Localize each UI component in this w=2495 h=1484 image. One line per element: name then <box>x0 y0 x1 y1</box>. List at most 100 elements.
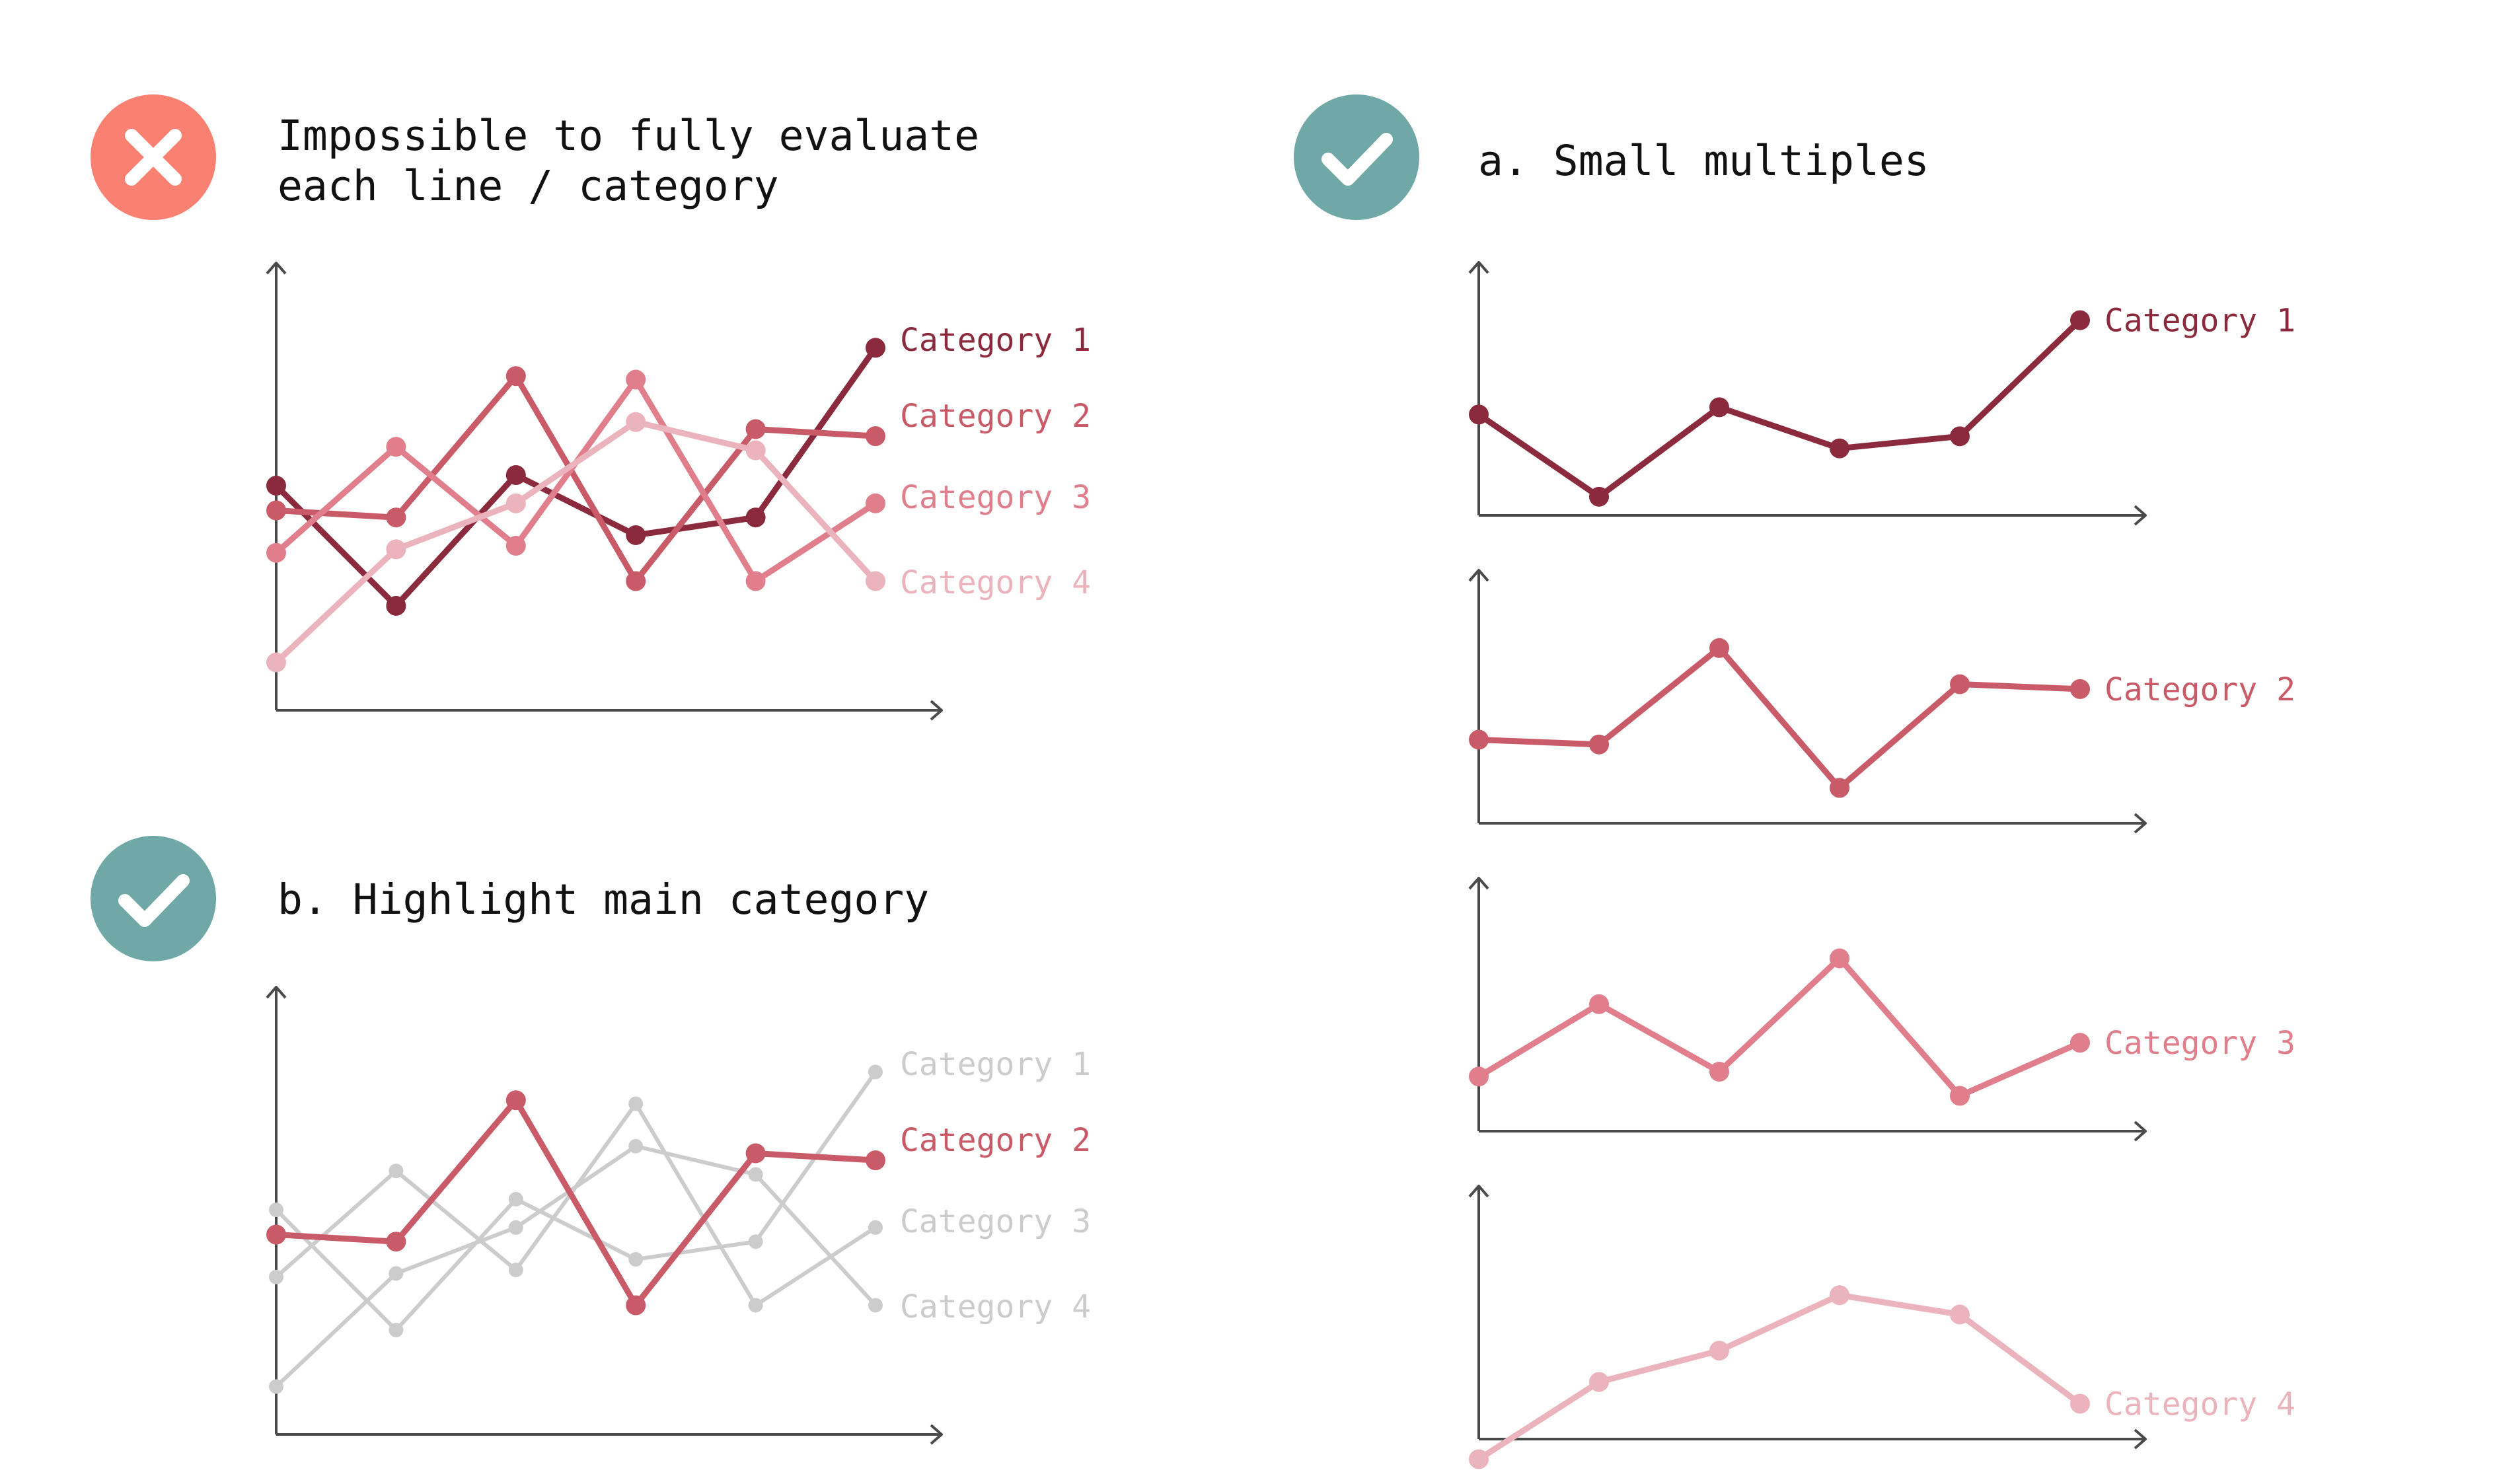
data-point <box>266 476 286 496</box>
data-point <box>389 1322 404 1337</box>
y-axis-arrow <box>1468 261 1489 274</box>
series-label: Category 3 <box>900 479 1091 516</box>
series-line <box>1475 955 2083 1099</box>
checkmark-icon <box>1294 94 1419 220</box>
series-category-4: Category 4 <box>266 412 1091 673</box>
data-point <box>1709 638 1729 658</box>
series-line <box>274 1144 877 1389</box>
cross-icon <box>91 94 216 220</box>
data-point <box>628 1138 644 1154</box>
y-axis-arrow <box>1468 1185 1489 1198</box>
series-label: Category 3 <box>900 1203 1091 1240</box>
data-point <box>1950 674 1970 694</box>
data-point <box>2070 1393 2090 1414</box>
data-point <box>1589 1372 1609 1392</box>
highlight-title: b. Highlight main category <box>278 875 930 924</box>
data-point <box>266 542 286 563</box>
series-category-3: Category 3 <box>269 1096 1091 1313</box>
series-category-1: Category 1 <box>266 322 1091 616</box>
data-point <box>866 338 885 358</box>
chart-4: Category 2 <box>1468 569 2295 834</box>
y-axis-arrow <box>266 262 287 275</box>
data-point <box>389 1164 404 1179</box>
series-category-2: Category 2 <box>1469 638 2295 798</box>
data-point <box>1709 397 1729 418</box>
series-category-4: Category 4 <box>269 1138 1091 1394</box>
data-point <box>2070 310 2090 330</box>
series-line <box>1475 1292 2083 1462</box>
chart-1: Category 1 Category 2 Category 3 Category 4 <box>266 262 1091 721</box>
data-point <box>505 536 526 556</box>
data-point <box>266 500 286 521</box>
data-point <box>505 1090 526 1111</box>
data-point <box>1830 778 1849 798</box>
data-point <box>628 1096 644 1111</box>
data-point <box>1950 426 1970 447</box>
series-category-2: Category 2 <box>266 366 1091 591</box>
series-label: Category 2 <box>2104 671 2295 708</box>
data-point <box>748 1167 763 1182</box>
data-point <box>508 1263 523 1277</box>
data-point <box>266 1224 286 1245</box>
data-point <box>745 419 766 439</box>
series-line <box>1475 645 2083 791</box>
data-point <box>628 1251 644 1267</box>
series-category-1: Category 1 <box>269 1046 1091 1337</box>
data-point <box>866 493 885 513</box>
data-point <box>1589 486 1609 507</box>
series-line <box>273 419 879 666</box>
series-label: Category 4 <box>900 564 1091 601</box>
series-label: Category 2 <box>900 398 1091 435</box>
data-point <box>1469 404 1489 425</box>
y-axis-arrow <box>1468 569 1489 582</box>
data-point <box>626 1295 646 1316</box>
x-axis-arrow <box>2134 1428 2147 1450</box>
data-point <box>745 440 766 461</box>
data-point <box>1589 994 1609 1014</box>
data-point <box>505 465 526 485</box>
data-point <box>508 1220 523 1235</box>
data-point <box>1830 948 1849 969</box>
data-point <box>626 525 646 545</box>
data-point <box>745 1143 766 1164</box>
data-point <box>1830 438 1849 459</box>
data-point <box>269 1203 283 1218</box>
checkmark-icon <box>91 836 216 961</box>
data-point <box>1950 1086 1970 1106</box>
series-category-3: Category 3 <box>1469 948 2295 1106</box>
data-point <box>866 426 885 447</box>
data-point <box>389 1266 404 1281</box>
series-line <box>273 1097 879 1308</box>
data-point <box>868 1298 883 1313</box>
data-point <box>386 1232 406 1252</box>
data-point <box>745 507 766 528</box>
x-axis-arrow <box>2134 505 2147 526</box>
data-point <box>386 539 406 560</box>
series-label: Category 3 <box>2104 1025 2295 1062</box>
data-point <box>626 369 646 390</box>
data-point <box>266 652 286 673</box>
data-point <box>866 1150 885 1171</box>
x-axis-arrow <box>2134 813 2147 834</box>
series-category-1: Category 1 <box>1469 303 2295 507</box>
series-line <box>273 344 879 609</box>
series-category-4: Category 4 <box>1469 1285 2295 1469</box>
data-point <box>2070 679 2090 699</box>
series-label: Category 1 <box>900 1046 1091 1083</box>
data-point <box>745 571 766 591</box>
data-point <box>505 493 526 513</box>
data-point <box>386 595 406 616</box>
data-point <box>626 571 646 591</box>
x-axis-arrow <box>930 700 943 721</box>
y-axis-arrow <box>266 986 287 999</box>
data-point <box>748 1234 763 1249</box>
data-point <box>1469 1066 1489 1087</box>
chart-2: Category 1 Category 3 Category 4 Category 2 <box>266 986 1091 1445</box>
series-label: Category 1 <box>900 322 1091 359</box>
x-axis-arrow <box>930 1424 943 1445</box>
x-axis-arrow <box>2134 1121 2147 1142</box>
series-line <box>274 1070 877 1332</box>
data-point <box>386 437 406 457</box>
